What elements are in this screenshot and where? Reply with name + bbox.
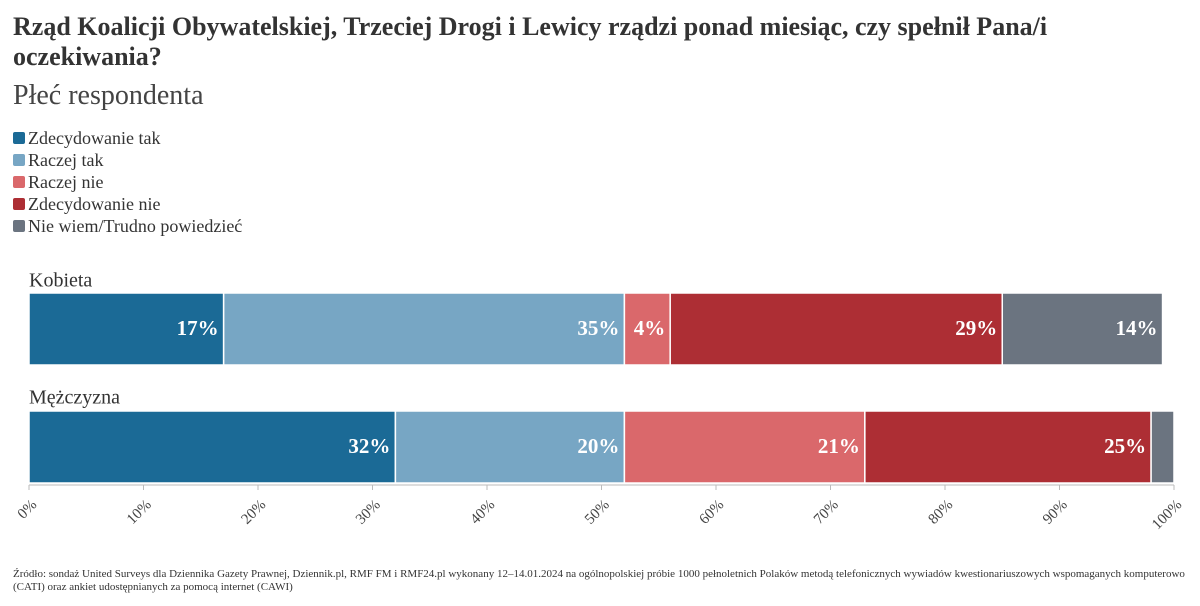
bar-segment [28, 410, 397, 484]
legend-label: Raczej nie [28, 172, 104, 192]
x-tick-label: 100% [1149, 497, 1185, 533]
x-tick-label: 60% [696, 497, 727, 528]
legend-label: Raczej tak [28, 150, 104, 170]
source-note: Źródło: sondaż United Surveys dla Dzienn… [13, 568, 1185, 593]
x-tick-label: 0% [15, 497, 40, 522]
legend-item: Zdecydowanie tak [13, 127, 242, 149]
x-tick-label: 10% [124, 497, 155, 528]
category-label: Mężczyzna [29, 387, 120, 409]
legend-swatch [13, 132, 25, 144]
legend-swatch [13, 220, 25, 232]
bar-segment [669, 292, 1003, 366]
data-label: 17% [177, 316, 219, 340]
bar-segment [1001, 292, 1164, 366]
data-label: 32% [348, 434, 390, 458]
legend-label: Nie wiem/Trudno powiedzieć [28, 216, 243, 236]
legend-item: Raczej nie [13, 171, 242, 193]
data-label: 29% [955, 316, 997, 340]
legend: Zdecydowanie tak Raczej tak Raczej nie Zdec… [13, 127, 242, 237]
data-label: 25% [1104, 434, 1146, 458]
data-label: 20% [577, 434, 619, 458]
bar-segment [1150, 410, 1175, 484]
legend-item: Nie wiem/Trudno powiedzieć [13, 215, 242, 237]
data-label: 35% [577, 316, 619, 340]
data-label: 4% [634, 316, 666, 340]
x-tick-label: 80% [925, 497, 956, 528]
data-label: 21% [818, 434, 860, 458]
bar-segment [394, 410, 626, 484]
x-tick-label: 30% [353, 497, 384, 528]
chart-subtitle: Płeć respondenta [13, 80, 204, 111]
x-tick-label: 50% [582, 497, 613, 528]
category-label: Kobieta [29, 270, 92, 292]
x-tick-label: 40% [467, 497, 498, 528]
bar-segment [623, 292, 671, 366]
x-tick-label: 70% [811, 497, 842, 528]
chart-title: Rząd Koalicji Obywatelskiej, Trzeciej Dr… [13, 12, 1048, 71]
bar-segment [864, 410, 1152, 484]
x-tick-label: 20% [238, 497, 269, 528]
bar-segment [222, 292, 626, 366]
legend-swatch [13, 154, 25, 166]
bar-segment [623, 410, 866, 484]
legend-swatch [13, 198, 25, 210]
legend-label: Zdecydowanie nie [28, 194, 161, 214]
legend-item: Raczej tak [13, 149, 242, 171]
legend-swatch [13, 176, 25, 188]
x-tick-label: 90% [1040, 497, 1071, 528]
legend-label: Zdecydowanie tak [28, 128, 161, 148]
data-label: 14% [1116, 316, 1158, 340]
legend-item: Zdecydowanie nie [13, 193, 242, 215]
